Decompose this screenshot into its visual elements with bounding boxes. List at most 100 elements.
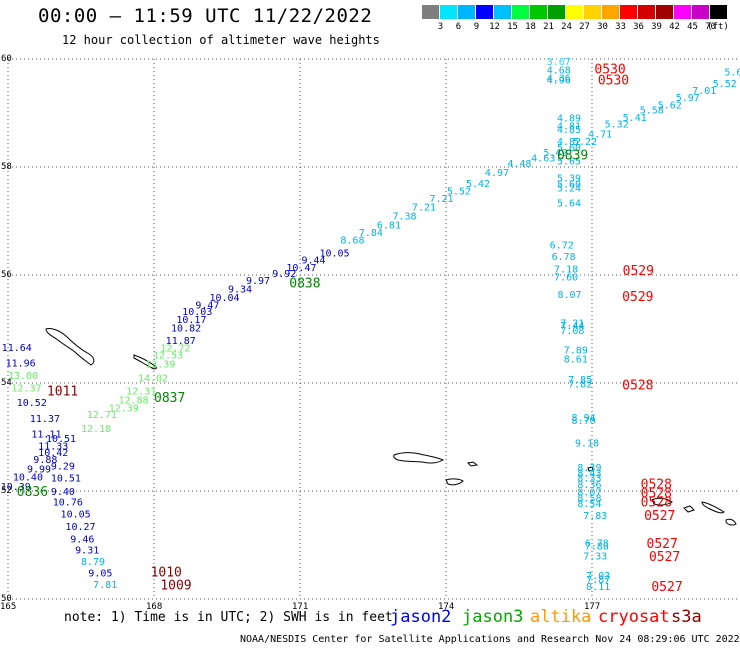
- legend-swatch: [530, 5, 547, 19]
- wave-height-value: 7.01: [692, 86, 716, 97]
- wave-height-value: 11.33: [38, 441, 68, 452]
- lat-label: 60: [1, 54, 12, 64]
- wave-height-value: 7.81: [93, 580, 117, 591]
- legend-swatch: [584, 5, 601, 19]
- wave-height-value: 8.79: [81, 557, 105, 568]
- lon-label: 174: [438, 602, 454, 612]
- legend-swatch: [674, 5, 691, 19]
- wave-height-value: 5.52: [713, 79, 737, 90]
- legend-swatch: [512, 5, 529, 19]
- wave-height-value: 5.39: [557, 174, 581, 185]
- wave-height-value: 5.63: [724, 68, 740, 79]
- wave-height-value: 12.72: [160, 344, 190, 355]
- wave-height-value: 9.97: [246, 276, 270, 287]
- pass-time-label: 1011: [47, 384, 78, 399]
- legend-level: 42: [669, 22, 680, 32]
- satellite-jason3: jason3: [462, 607, 524, 627]
- wave-height-value: 7.38: [392, 211, 416, 222]
- island-rat: [683, 505, 695, 513]
- satellite-cryosat: cryosat: [598, 607, 670, 627]
- wave-height-value: 9.31: [75, 546, 99, 557]
- wave-height-value: 7.03: [586, 571, 610, 582]
- legend-swatch: [548, 5, 565, 19]
- wave-height-value: 10.76: [53, 498, 83, 509]
- wave-height-value: 7.21: [560, 318, 584, 329]
- legend-swatch: [440, 5, 457, 19]
- island-kiska: [651, 497, 673, 506]
- lat-label: 50: [1, 594, 12, 604]
- wave-height-value: 9.05: [88, 568, 112, 579]
- wave-height-value: 12.53: [153, 351, 183, 362]
- wave-height-value: 5.97: [676, 93, 700, 104]
- legend-level: 27: [579, 22, 590, 32]
- legend-level: 33: [615, 22, 626, 32]
- wave-height-value: 4.63: [531, 154, 555, 165]
- wave-height-value: 5.22: [573, 137, 597, 148]
- legend-level: 15: [507, 22, 518, 32]
- wave-height-value: 9.44: [301, 256, 325, 267]
- wave-height-value: 9.40: [51, 487, 75, 498]
- wave-height-value: 7.44: [560, 321, 584, 332]
- page-title: 00:00 – 11:59 UTC 11/22/2022: [38, 5, 373, 27]
- wave-height-value: 11.37: [30, 414, 60, 425]
- pass-time-label: 0529: [623, 264, 654, 279]
- wave-height-value: 7.89: [564, 345, 588, 356]
- island-buldir: [587, 466, 594, 472]
- wave-height-value: 10.82: [171, 324, 201, 335]
- wave-height-value: 10.51: [51, 473, 81, 484]
- wave-height-value: 4.85: [557, 125, 581, 136]
- wave-height-value: 7.85: [568, 375, 592, 386]
- wave-height-value: 5.62: [658, 101, 682, 112]
- wave-height-value: 13.39: [145, 359, 175, 370]
- island-agattu: [445, 478, 464, 486]
- wave-height-value: 14.02: [138, 373, 168, 384]
- wave-height-value: 7.21: [429, 194, 453, 205]
- island-semisopochnoi: [725, 518, 737, 526]
- lon-label: 177: [584, 602, 600, 612]
- satellite-s3a: s3a: [671, 607, 702, 627]
- legend-level: 6: [455, 22, 462, 32]
- pass-time-label: 0530: [594, 63, 625, 78]
- wave-height-value: 12.37: [11, 384, 41, 395]
- wave-height-value: 8.36: [577, 480, 601, 491]
- wave-height-value: 8.58: [577, 493, 601, 504]
- wave-height-value: 7.83: [583, 511, 607, 522]
- footer-note: note: 1) Time is in UTC; 2) SWH is in fe…: [64, 610, 393, 625]
- lon-label: 168: [146, 602, 162, 612]
- satellite-jason2: jason2: [390, 607, 452, 627]
- wave-height-value: 8.43: [577, 468, 601, 479]
- observation-marks: 3.674.684.364.965.635.527.015.975.625.58…: [1, 57, 740, 595]
- wave-height-value: 9.29: [51, 461, 75, 472]
- wave-height-value: 4.97: [485, 168, 509, 179]
- island-commander: [133, 354, 157, 370]
- wave-height-value: 7.21: [412, 203, 436, 214]
- wave-height-value: 7.87: [586, 575, 610, 586]
- pass-time-label: 0838: [289, 276, 320, 291]
- wave-height-value: 8.33: [577, 473, 601, 484]
- wave-height-value: 7.82: [568, 379, 592, 390]
- legend-swatch: [602, 5, 619, 19]
- wave-height-value: 12.18: [81, 424, 111, 435]
- island-attu: [393, 452, 445, 464]
- wave-height-value: 10.03: [182, 307, 212, 318]
- legend-level: 70: [705, 22, 716, 32]
- wave-height-value: 4.89: [557, 114, 581, 125]
- wave-height-value: 12.88: [118, 396, 148, 407]
- legend-level: 36: [633, 22, 644, 32]
- wave-height-value: 8.39: [577, 463, 601, 474]
- legend-level: 39: [651, 22, 662, 32]
- wave-height-value: 6.78: [585, 539, 609, 550]
- legend-level: 3: [437, 22, 444, 32]
- wave-height-value: 7.33: [583, 552, 607, 563]
- satellite-altika: altika: [530, 607, 592, 627]
- wave-height-value: 5.32: [605, 120, 629, 131]
- legend-level: 21: [543, 22, 554, 32]
- pass-time-label: 0839: [557, 148, 588, 163]
- legend-level: 24: [561, 22, 572, 32]
- credit-line: NOAA/NESDIS Center for Satellite Applica…: [240, 634, 740, 645]
- wave-height-value: 5.60: [557, 143, 581, 154]
- lat-label: 56: [1, 270, 12, 280]
- legend-level: 12: [489, 22, 500, 32]
- wave-height-value: 4.71: [588, 129, 612, 140]
